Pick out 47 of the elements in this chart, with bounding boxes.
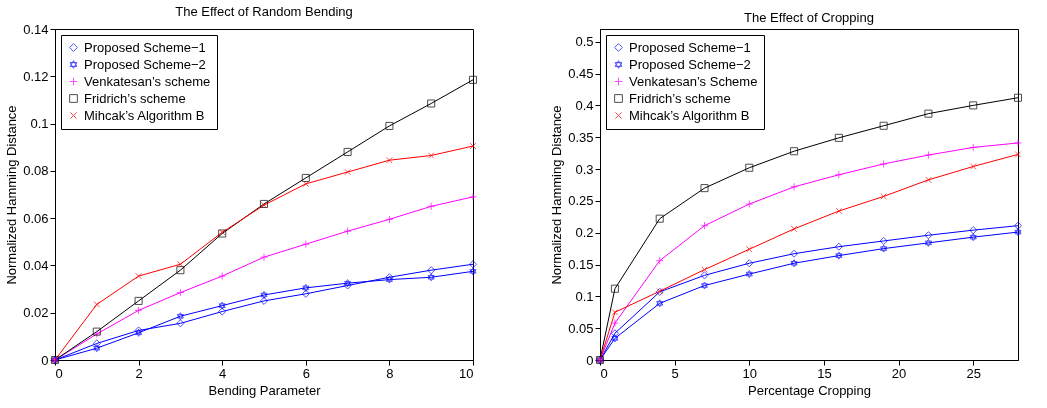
y-tick-label: 0.3 bbox=[575, 161, 594, 177]
x-tick-label: 0 bbox=[600, 365, 608, 381]
y-tick-label: 0.05 bbox=[568, 320, 594, 336]
x-tick-label: 0 bbox=[55, 365, 63, 381]
chart-title: The Effect of Cropping bbox=[744, 10, 874, 25]
y-tick-label: 0.1 bbox=[30, 116, 49, 132]
chart-title: The Effect of Random Bending bbox=[175, 4, 353, 19]
x-tick-label: 10 bbox=[459, 365, 474, 381]
legend-label: Venkatesan’s scheme bbox=[84, 73, 211, 89]
legend-label: Fridrich’s scheme bbox=[629, 90, 731, 106]
x-axis-title: Bending Parameter bbox=[208, 382, 322, 398]
x-tick-label: 10 bbox=[742, 365, 758, 381]
x-axis-title: Percentage Cropping bbox=[748, 382, 871, 398]
x-tick-label: 4 bbox=[219, 365, 227, 381]
y-axis-title: Normalized Hamming Distance bbox=[549, 105, 565, 285]
x-tick-label: 5 bbox=[671, 365, 679, 381]
y-tick-label: 0.12 bbox=[23, 68, 49, 84]
y-tick-label: 0.25 bbox=[568, 193, 594, 209]
x-tick-label: 25 bbox=[966, 365, 981, 381]
x-tick-label: 15 bbox=[817, 365, 832, 381]
y-tick-label: 0 bbox=[586, 352, 594, 368]
y-tick-label: 0.06 bbox=[23, 210, 49, 226]
legend-label: Proposed Scheme−2 bbox=[84, 56, 206, 72]
legend-label: Fridrich’s scheme bbox=[84, 90, 186, 106]
legend-label: Proposed Scheme−1 bbox=[629, 39, 751, 55]
legend-label: Mihcak’s Algorithm B bbox=[629, 107, 750, 123]
y-tick-label: 0.08 bbox=[23, 163, 49, 179]
y-tick-label: 0.4 bbox=[575, 97, 594, 113]
y-tick-label: 0 bbox=[41, 352, 49, 368]
x-tick-label: 20 bbox=[891, 365, 907, 381]
y-tick-label: 0.1 bbox=[575, 288, 594, 304]
y-tick-label: 0.04 bbox=[23, 257, 49, 273]
y-axis-title: Normalized Hamming Distance bbox=[4, 105, 20, 285]
legend-label: Venkatesan’s Scheme bbox=[629, 73, 758, 89]
x-tick-label: 8 bbox=[386, 365, 394, 381]
y-tick-label: 0.14 bbox=[23, 21, 49, 37]
x-tick-label: 2 bbox=[135, 365, 143, 381]
y-tick-label: 0.15 bbox=[568, 257, 594, 273]
y-tick-label: 0.5 bbox=[575, 34, 594, 50]
legend-label: Proposed Scheme−1 bbox=[84, 39, 206, 55]
y-tick-label: 0.45 bbox=[568, 66, 594, 82]
x-tick-label: 6 bbox=[302, 365, 310, 381]
legend-label: Proposed Scheme−2 bbox=[629, 56, 751, 72]
y-tick-label: 0.2 bbox=[575, 225, 594, 241]
legend-label: Mihcak’s Algorithm B bbox=[84, 107, 205, 123]
y-tick-label: 0.35 bbox=[568, 129, 594, 145]
y-tick-label: 0.02 bbox=[23, 305, 49, 321]
